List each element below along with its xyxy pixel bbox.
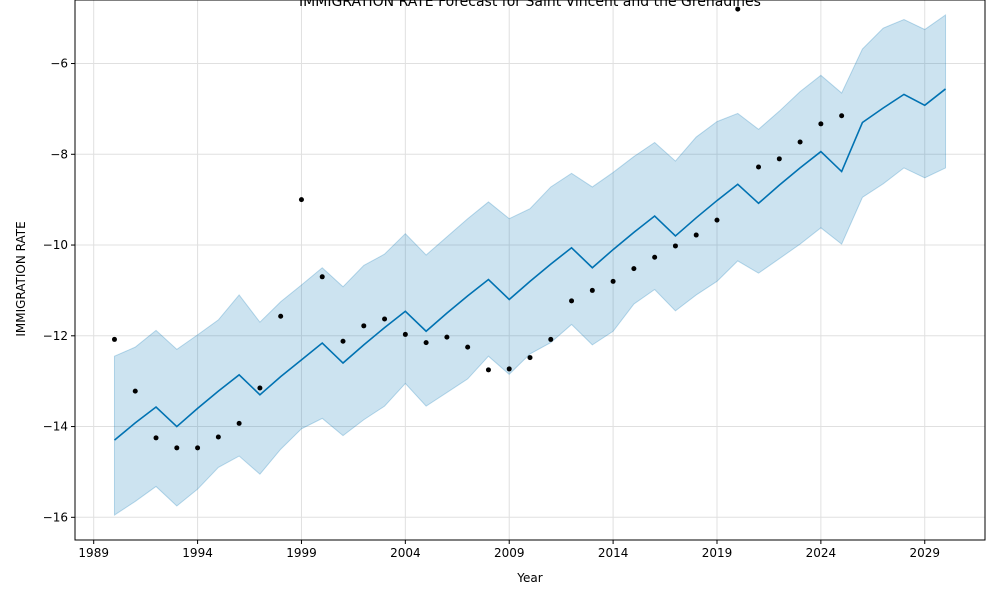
x-axis-label: Year <box>516 571 542 585</box>
x-tick-label: 1994 <box>182 546 213 560</box>
x-tick-label: 2004 <box>390 546 421 560</box>
observed-point <box>589 287 595 293</box>
observed-point <box>548 336 554 342</box>
y-tick-label: −12 <box>43 329 68 343</box>
forecast-series-line <box>113 88 947 441</box>
observed-point <box>527 355 533 361</box>
observed-point <box>174 445 180 451</box>
observed-point <box>257 385 263 391</box>
y-axis-ticks: −16 −14 −12 −10 −8 −6 <box>43 57 75 524</box>
observed-point <box>465 344 471 350</box>
observed-point <box>132 388 138 394</box>
grid <box>75 0 985 540</box>
observed-point <box>652 254 658 260</box>
observed-point <box>506 366 512 372</box>
x-tick-label: 2014 <box>598 546 629 560</box>
chart-title: IMMIGRATION RATE Forecast for Saint Vinc… <box>299 0 761 10</box>
observed-point <box>236 420 242 426</box>
observed-point <box>111 336 117 342</box>
x-axis-ticks: 1989 1994 1999 2004 2009 2014 2019 2024 2029 <box>78 540 940 560</box>
observed-point <box>610 278 616 284</box>
observed-point <box>361 323 367 329</box>
y-tick-label: −10 <box>43 238 68 252</box>
observed-point <box>153 435 159 441</box>
observed-point <box>839 113 845 119</box>
plot-frame <box>74 0 986 541</box>
observed-point <box>631 266 637 272</box>
observed-point <box>340 338 346 344</box>
observed-point <box>756 164 762 170</box>
observed-point <box>298 197 304 203</box>
observed-point <box>444 334 450 340</box>
observed-point <box>423 340 429 346</box>
observed-point <box>797 139 803 145</box>
forecast-line <box>113 88 947 441</box>
confidence-band-area <box>113 14 947 516</box>
observed-point <box>195 445 201 451</box>
y-axis-label: IMMIGRATION RATE <box>14 221 28 336</box>
x-tick-label: 1999 <box>286 546 317 560</box>
observed-point <box>693 232 699 238</box>
observed-point <box>818 121 824 127</box>
observed-point <box>402 331 408 337</box>
observed-point <box>569 298 575 304</box>
observed-points <box>111 6 845 451</box>
y-tick-label: −8 <box>50 147 68 161</box>
y-tick-label: −14 <box>43 420 68 434</box>
y-tick-label: −6 <box>50 57 68 71</box>
x-tick-label: 2009 <box>494 546 525 560</box>
observed-point <box>735 6 741 12</box>
observed-point <box>319 274 325 280</box>
uncertainty-band <box>113 14 947 516</box>
observed-point <box>485 367 491 373</box>
x-tick-label: 2019 <box>702 546 733 560</box>
observed-point <box>714 217 720 223</box>
x-tick-label: 2029 <box>909 546 940 560</box>
y-tick-label: −16 <box>43 510 68 524</box>
x-tick-label: 2024 <box>806 546 837 560</box>
observed-point <box>672 243 678 249</box>
observed-point <box>278 313 284 319</box>
observed-point <box>215 434 221 440</box>
x-tick-label: 1989 <box>78 546 109 560</box>
observed-point <box>382 316 388 322</box>
observed-point <box>776 156 782 162</box>
